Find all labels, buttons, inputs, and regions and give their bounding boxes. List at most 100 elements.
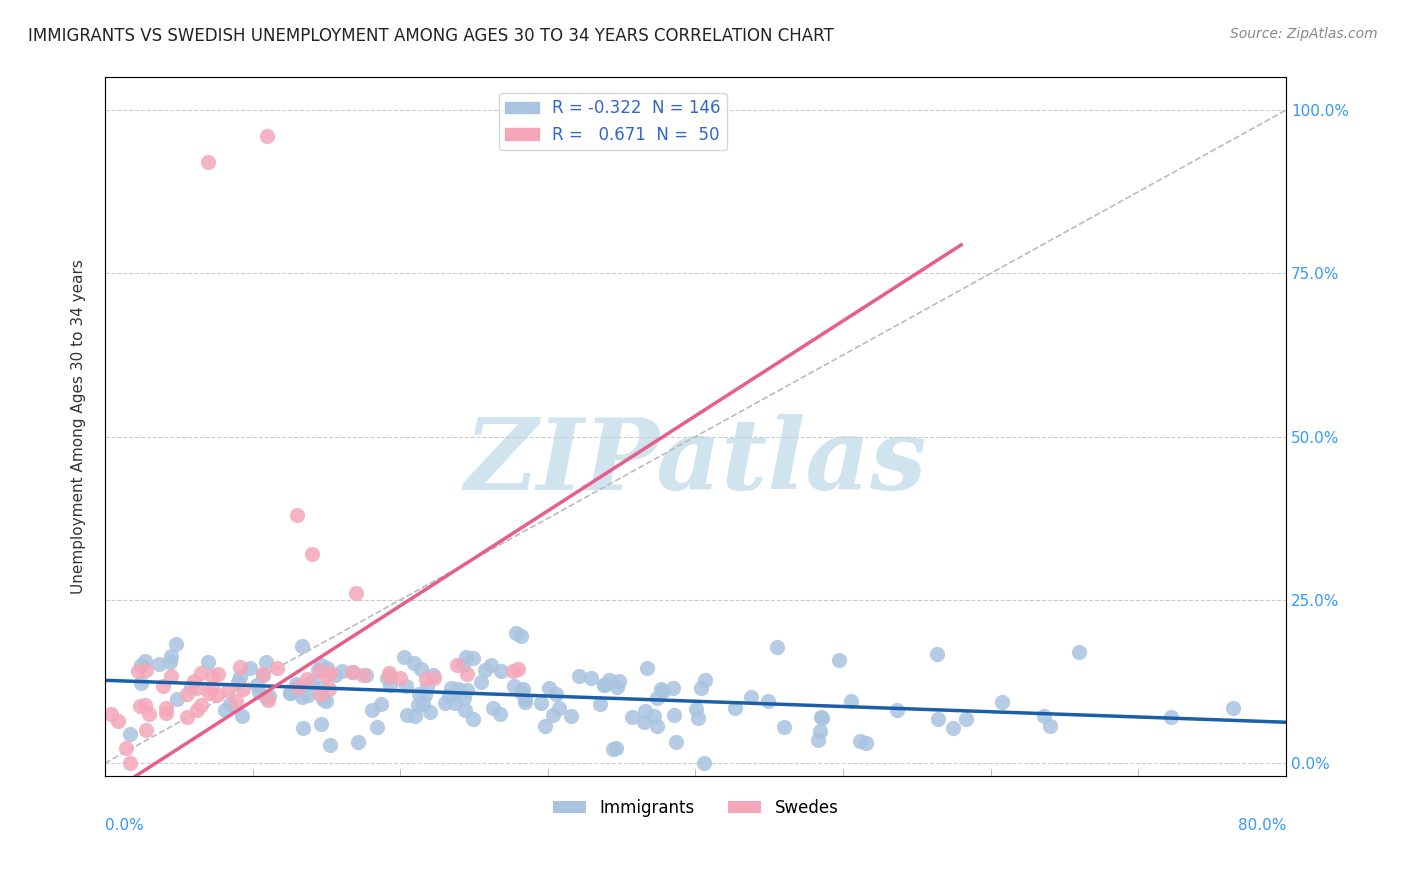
Point bbox=[434, 696, 457, 710]
Text: IMMIGRANTS VS SWEDISH UNEMPLOYMENT AMONG AGES 30 TO 34 YEARS CORRELATION CHART: IMMIGRANTS VS SWEDISH UNEMPLOYMENT AMONG… bbox=[28, 27, 834, 45]
Point bbox=[886, 703, 908, 717]
Point bbox=[257, 689, 280, 703]
Point bbox=[201, 681, 224, 696]
Point bbox=[446, 658, 468, 673]
Point bbox=[315, 669, 337, 683]
Point bbox=[598, 673, 620, 688]
Point bbox=[308, 687, 330, 701]
Point bbox=[207, 667, 229, 681]
Point bbox=[120, 727, 142, 741]
Point bbox=[456, 666, 478, 681]
Point bbox=[541, 707, 564, 722]
Point bbox=[340, 665, 363, 679]
Point bbox=[246, 678, 269, 692]
Point bbox=[278, 686, 301, 700]
Point bbox=[402, 656, 425, 670]
Point bbox=[482, 700, 505, 714]
Point bbox=[489, 707, 512, 722]
Point bbox=[287, 679, 309, 693]
Point bbox=[266, 661, 288, 675]
Point bbox=[406, 698, 429, 712]
Point bbox=[257, 693, 280, 707]
Point bbox=[247, 685, 270, 699]
Point bbox=[509, 684, 531, 698]
Point bbox=[155, 701, 177, 715]
Point bbox=[378, 669, 401, 683]
Point bbox=[229, 659, 252, 673]
Point bbox=[380, 678, 402, 692]
Point bbox=[534, 719, 557, 733]
Point bbox=[148, 657, 170, 671]
Text: 80.0%: 80.0% bbox=[1237, 818, 1286, 833]
Point bbox=[605, 741, 627, 756]
Point bbox=[538, 681, 561, 695]
Point bbox=[254, 690, 277, 705]
Point bbox=[127, 665, 149, 679]
Point bbox=[285, 508, 308, 522]
Point bbox=[506, 662, 529, 676]
Point bbox=[415, 689, 437, 703]
Point bbox=[592, 678, 614, 692]
Point bbox=[461, 712, 484, 726]
Point bbox=[295, 672, 318, 686]
Point bbox=[503, 679, 526, 693]
Point bbox=[308, 664, 330, 678]
Point bbox=[176, 710, 198, 724]
Point bbox=[607, 674, 630, 689]
Point bbox=[232, 681, 254, 696]
Point bbox=[634, 705, 657, 719]
Point bbox=[309, 717, 332, 731]
Point bbox=[197, 655, 219, 669]
Point bbox=[239, 661, 262, 675]
Point bbox=[470, 675, 492, 690]
Y-axis label: Unemployment Among Ages 30 to 34 years: Unemployment Among Ages 30 to 34 years bbox=[72, 260, 86, 594]
Point bbox=[474, 663, 496, 677]
Point bbox=[100, 707, 122, 722]
Point bbox=[370, 697, 392, 711]
Point bbox=[828, 653, 851, 667]
Point bbox=[292, 721, 315, 735]
Point bbox=[409, 662, 432, 676]
Point bbox=[855, 736, 877, 750]
Point bbox=[686, 711, 709, 725]
Point bbox=[190, 698, 212, 712]
Point bbox=[389, 671, 412, 685]
Point bbox=[927, 712, 949, 726]
Point bbox=[342, 665, 364, 679]
Point bbox=[160, 669, 183, 683]
Point bbox=[225, 694, 247, 708]
Point bbox=[592, 678, 614, 692]
Point bbox=[689, 681, 711, 695]
Point bbox=[396, 707, 419, 722]
Point bbox=[378, 665, 401, 680]
Point bbox=[423, 671, 446, 685]
Point bbox=[323, 668, 346, 682]
Point bbox=[560, 709, 582, 723]
Point bbox=[650, 681, 672, 696]
Point bbox=[278, 686, 301, 700]
Point bbox=[606, 680, 628, 694]
Point bbox=[647, 690, 669, 705]
Point bbox=[419, 706, 441, 720]
Point bbox=[229, 670, 252, 684]
Point bbox=[451, 657, 474, 672]
Point bbox=[160, 648, 183, 663]
Point bbox=[665, 735, 688, 749]
Point bbox=[439, 690, 461, 704]
Point bbox=[201, 669, 224, 683]
Point bbox=[344, 586, 367, 600]
Point bbox=[299, 676, 322, 690]
Point bbox=[129, 675, 152, 690]
Point bbox=[152, 679, 174, 693]
Point bbox=[416, 679, 439, 693]
Point bbox=[311, 681, 333, 695]
Point bbox=[120, 756, 142, 771]
Point bbox=[509, 629, 531, 643]
Point bbox=[740, 690, 762, 704]
Point bbox=[1069, 645, 1091, 659]
Point bbox=[252, 668, 274, 682]
Point bbox=[291, 639, 314, 653]
Point bbox=[810, 711, 832, 725]
Point bbox=[301, 675, 323, 690]
Text: Source: ZipAtlas.com: Source: ZipAtlas.com bbox=[1230, 27, 1378, 41]
